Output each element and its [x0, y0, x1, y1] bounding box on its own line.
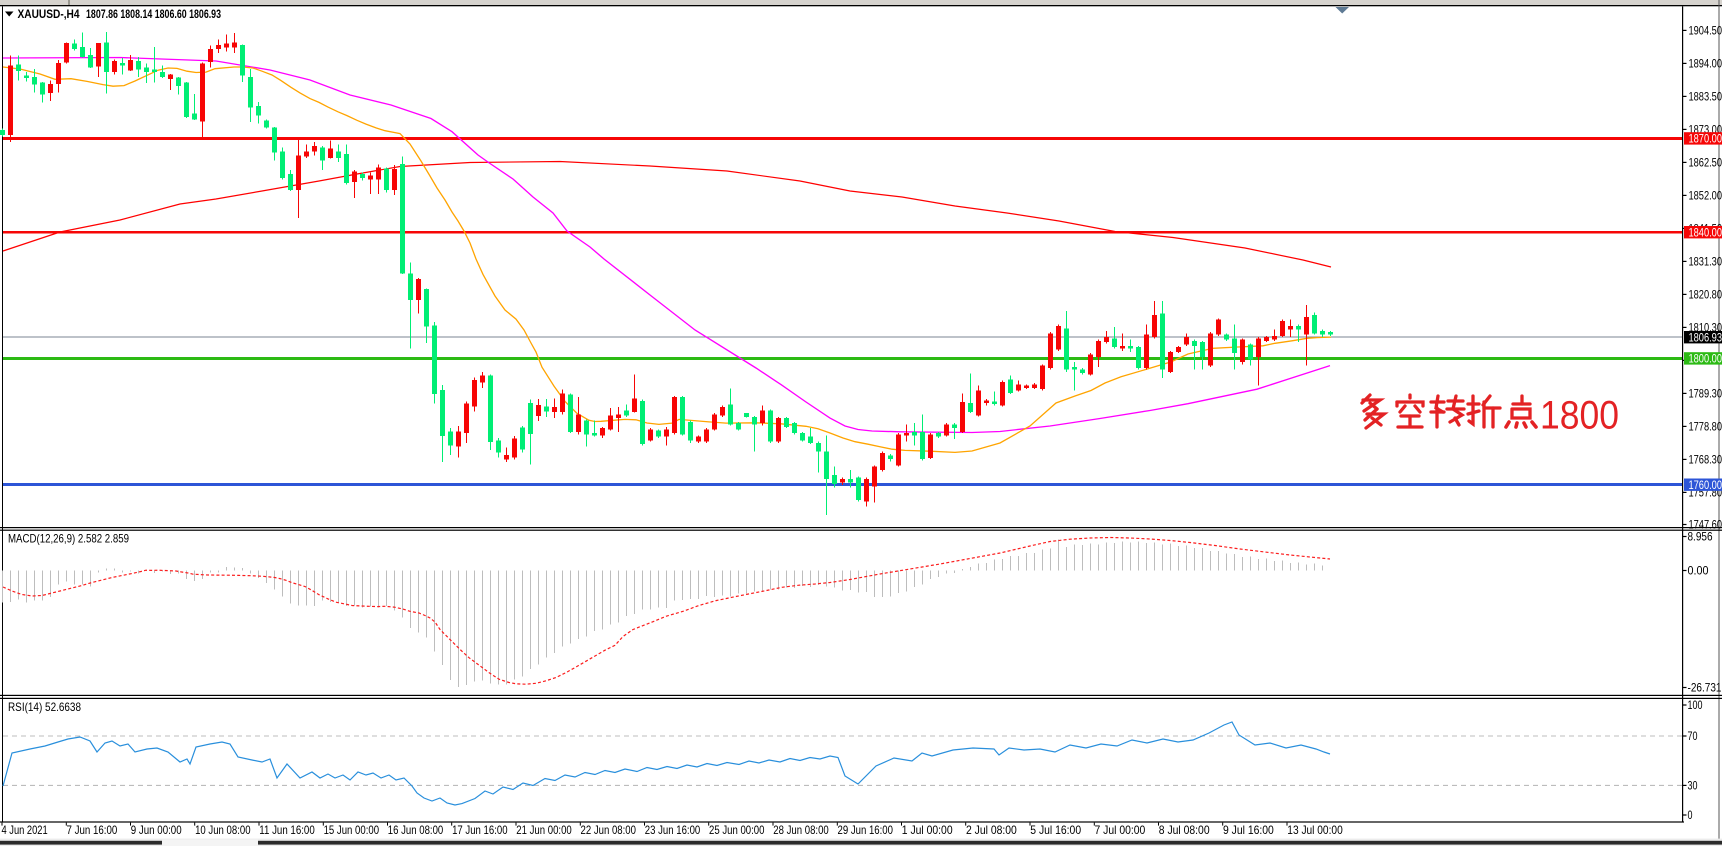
- svg-text:5 Jul 16:00: 5 Jul 16:00: [1030, 823, 1081, 837]
- svg-text:2 Jul 08:00: 2 Jul 08:00: [966, 823, 1017, 837]
- svg-text:28 Jun 08:00: 28 Jun 08:00: [773, 823, 829, 837]
- svg-text:0.00: 0.00: [1688, 564, 1709, 578]
- svg-text:22 Jun 08:00: 22 Jun 08:00: [581, 823, 637, 837]
- svg-text:13 Jul 00:00: 13 Jul 00:00: [1287, 823, 1343, 837]
- svg-text:25 Jun 00:00: 25 Jun 00:00: [709, 823, 765, 837]
- svg-text:1870.00: 1870.00: [1689, 132, 1722, 146]
- svg-text:11 Jun 16:00: 11 Jun 16:00: [259, 823, 315, 837]
- svg-text:7 Jun 16:00: 7 Jun 16:00: [67, 823, 118, 837]
- svg-text:1831.30: 1831.30: [1689, 255, 1722, 269]
- svg-text:100: 100: [1688, 698, 1703, 712]
- svg-text:23 Jun 16:00: 23 Jun 16:00: [645, 823, 701, 837]
- svg-text:1778.80: 1778.80: [1689, 420, 1722, 434]
- svg-text:8 Jul 08:00: 8 Jul 08:00: [1159, 823, 1210, 837]
- svg-text:1800: 1800: [1540, 394, 1619, 438]
- svg-text:1840.00: 1840.00: [1689, 225, 1722, 239]
- svg-text:0: 0: [1688, 808, 1693, 822]
- svg-text:1760.00: 1760.00: [1689, 478, 1722, 492]
- svg-text:8.956: 8.956: [1688, 530, 1713, 544]
- svg-text:1 Jul 00:00: 1 Jul 00:00: [902, 823, 953, 837]
- svg-text:1807.86 1808.14 1806.60 1806.9: 1807.86 1808.14 1806.60 1806.93: [86, 7, 221, 21]
- svg-text:1852.00: 1852.00: [1689, 189, 1722, 203]
- svg-text:15 Jun 00:00: 15 Jun 00:00: [324, 823, 380, 837]
- svg-text:MACD(12,26,9) 2.582 2.859: MACD(12,26,9) 2.582 2.859: [8, 532, 129, 546]
- svg-text:9 Jul 16:00: 9 Jul 16:00: [1223, 823, 1274, 837]
- svg-text:-26.731: -26.731: [1688, 681, 1722, 695]
- svg-text:30: 30: [1688, 779, 1698, 793]
- svg-text:1806.93: 1806.93: [1689, 330, 1722, 344]
- svg-text:70: 70: [1688, 729, 1698, 743]
- svg-text:1904.50: 1904.50: [1689, 24, 1722, 38]
- svg-text:7 Jul 00:00: 7 Jul 00:00: [1095, 823, 1146, 837]
- svg-text:29 Jun 16:00: 29 Jun 16:00: [838, 823, 894, 837]
- svg-text:10 Jun 08:00: 10 Jun 08:00: [195, 823, 251, 837]
- svg-text:1862.50: 1862.50: [1689, 156, 1722, 170]
- svg-text:1768.30: 1768.30: [1689, 453, 1722, 467]
- svg-text:1820.80: 1820.80: [1689, 288, 1722, 302]
- svg-text:1800.00: 1800.00: [1689, 352, 1722, 366]
- svg-text:17 Jun 16:00: 17 Jun 16:00: [452, 823, 508, 837]
- svg-text:9 Jun 00:00: 9 Jun 00:00: [131, 823, 182, 837]
- svg-text:1883.50: 1883.50: [1689, 90, 1722, 104]
- svg-text:16 Jun 08:00: 16 Jun 08:00: [388, 823, 444, 837]
- svg-text:XAUUSD-,H4: XAUUSD-,H4: [18, 7, 80, 21]
- svg-text:1894.00: 1894.00: [1689, 57, 1722, 71]
- svg-text:1789.30: 1789.30: [1689, 387, 1722, 401]
- svg-text:1747.60: 1747.60: [1689, 518, 1722, 532]
- svg-text:RSI(14) 52.6638: RSI(14) 52.6638: [8, 700, 81, 714]
- svg-text:21 Jun 00:00: 21 Jun 00:00: [516, 823, 572, 837]
- svg-text:4 Jun 2021: 4 Jun 2021: [2, 823, 48, 837]
